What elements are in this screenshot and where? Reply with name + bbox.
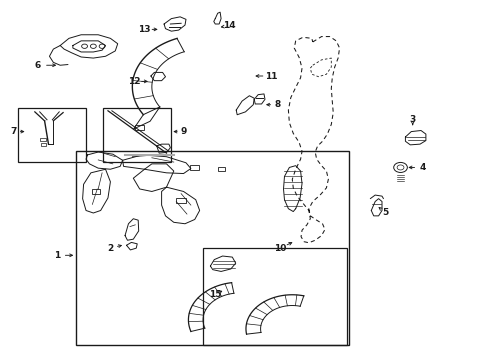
Bar — [18, 108, 86, 162]
Text: 5: 5 — [381, 208, 387, 217]
Text: 11: 11 — [264, 72, 277, 81]
Bar — [189, 165, 198, 170]
Text: 14: 14 — [222, 21, 235, 30]
Text: 12: 12 — [127, 77, 140, 86]
Text: 7: 7 — [10, 127, 17, 136]
Text: 8: 8 — [274, 100, 280, 109]
Text: 2: 2 — [107, 244, 113, 253]
Bar — [76, 151, 348, 345]
Bar — [176, 198, 185, 203]
Text: 13: 13 — [138, 25, 150, 34]
Text: 10: 10 — [273, 244, 285, 253]
Text: 6: 6 — [34, 61, 41, 70]
Bar — [217, 167, 224, 171]
Text: 9: 9 — [181, 127, 187, 136]
Bar — [203, 248, 346, 345]
Bar — [135, 125, 143, 130]
Bar — [103, 108, 171, 162]
Text: 1: 1 — [54, 251, 60, 260]
Text: 3: 3 — [409, 114, 415, 123]
Text: 4: 4 — [418, 163, 425, 172]
Bar — [92, 189, 100, 194]
Text: 15: 15 — [208, 290, 221, 299]
Bar — [40, 138, 45, 141]
Bar — [41, 143, 46, 146]
